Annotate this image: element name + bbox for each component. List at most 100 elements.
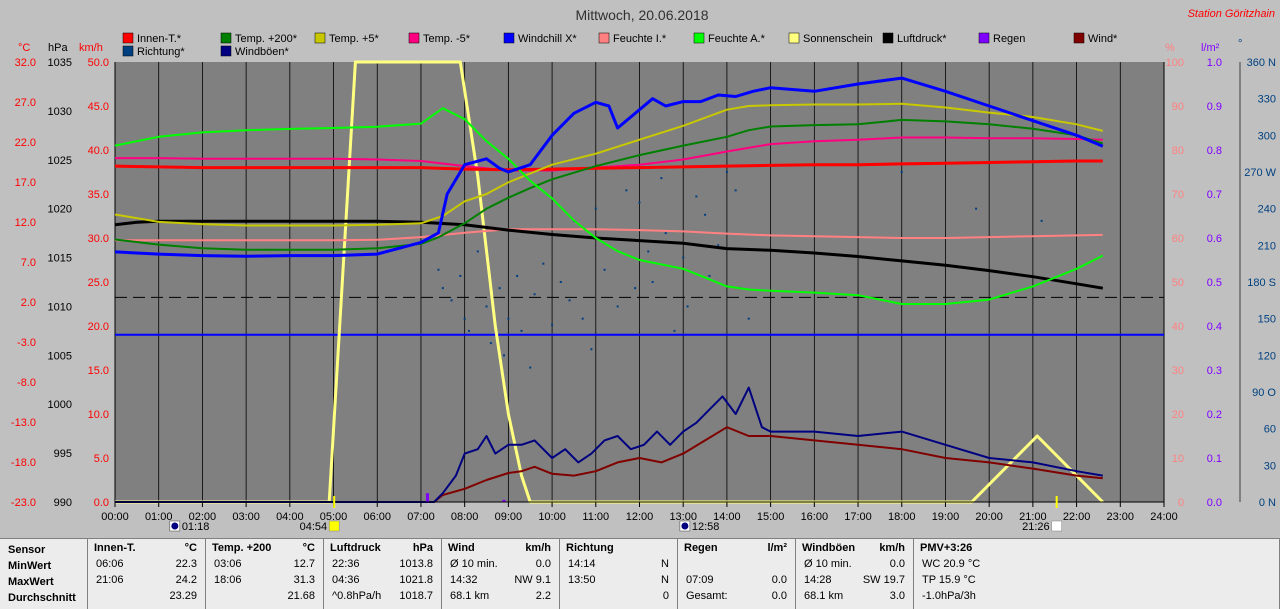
row-labels-column: Sensor MinWert MaxWert Durchschnitt	[0, 539, 88, 609]
row-label-min: MinWert	[8, 560, 52, 572]
stat-title: Windböen	[802, 542, 856, 554]
stat-min-time: Ø 10 min.	[450, 558, 498, 570]
time-label: 13:00	[669, 511, 697, 523]
stat-max-time: TP 15.9 °C	[922, 574, 976, 586]
series-line-temp-200	[114, 118, 1104, 251]
series-line-windb-en	[115, 386, 1103, 503]
stat-max-time: 07:09	[686, 574, 714, 586]
stat-max-time: 13:50	[568, 574, 596, 586]
rain-bar	[426, 493, 430, 502]
direction-tick: 0 N	[1259, 497, 1276, 509]
row-label-max: MaxWert	[8, 576, 54, 588]
stat-max-dir: SW 19.7	[862, 574, 905, 586]
stat-min-time: 03:06	[214, 558, 242, 570]
stat-max-time: 21:06	[96, 574, 124, 586]
time-label: 00:00	[101, 511, 129, 523]
temp-tick: 22.0	[15, 137, 36, 149]
time-axis: 00:00 01:00 02:00 03:00 04:00 05:00 06:00 07:00…	[101, 501, 1178, 523]
stat-max-val: 24.2	[175, 574, 197, 586]
legend-swatch	[978, 32, 990, 44]
temp-tick: -8.0	[17, 377, 36, 389]
direction-point	[682, 256, 685, 259]
stat-avg-label: Gesamt:	[686, 590, 728, 602]
event-time-label: 04:54	[300, 521, 328, 533]
direction-tick: 30	[1264, 460, 1276, 472]
direction-point	[708, 274, 711, 277]
direction-point	[695, 195, 698, 198]
stat-column: Temp. +200 °C 03:06 12.7 18:06 31.3 21.68	[206, 539, 324, 609]
stat-column: PMV+3:26 WC 20.9 °C TP 15.9 °C -1.0hPa/3h	[914, 539, 1280, 609]
row-label-sensor: Sensor	[8, 544, 46, 556]
sunrise-icon	[328, 520, 340, 532]
rain-tick: 0.6	[1207, 233, 1222, 245]
stat-min-val: N	[661, 558, 669, 570]
right-axes: 10090807060504030201001.00.90.80.70.60.5…	[1163, 57, 1277, 509]
direction-point	[489, 342, 492, 345]
stat-title: Regen	[684, 542, 718, 554]
legend-label: Wind*	[1088, 33, 1118, 45]
legend-label: Feuchte A.*	[708, 33, 766, 45]
temp-tick: -3.0	[17, 337, 36, 349]
stat-unit: °C	[302, 542, 315, 554]
left-axes: 32.0 27.0 22.0 17.0 12.0 7.0 2.0 -3.0 -8.0 -13.0 -…	[11, 57, 116, 509]
series-line-temp-5	[115, 136, 1103, 172]
stat-unit: °C	[184, 542, 197, 554]
humidity-tick: 70	[1172, 189, 1184, 201]
series-line-feuchte-a	[114, 107, 1104, 305]
stat-title: Innen-T.	[94, 542, 136, 554]
event-time-label: 01:18	[182, 521, 210, 533]
direction-point	[581, 317, 584, 320]
statistics-table: Sensor MinWert MaxWert Durchschnitt Inne…	[0, 538, 1280, 609]
stat-min-time: 22:36	[332, 558, 360, 570]
stat-min-val: 12.7	[293, 558, 315, 570]
pressure-tick: 1025	[48, 155, 72, 167]
rain-tick: 0.1	[1207, 453, 1222, 465]
moon-shape	[681, 522, 689, 530]
direction-point	[450, 299, 453, 302]
direction-point	[498, 287, 501, 290]
direction-point	[647, 250, 650, 253]
humidity-tick: 40	[1172, 321, 1184, 333]
direction-point	[516, 274, 519, 277]
stat-max-val: 1021.8	[399, 574, 433, 586]
stat-min-val: 22.3	[175, 558, 197, 570]
wind-tick: 50.0	[88, 57, 109, 69]
legend-swatch	[220, 32, 232, 44]
stat-title: Luftdruck	[330, 542, 381, 554]
direction-point	[673, 329, 676, 332]
direction-point	[664, 232, 667, 235]
legend-swatch	[220, 45, 232, 57]
temp-tick: -18.0	[11, 457, 36, 469]
stat-avg: 21.68	[287, 590, 315, 602]
pressure-tick: 995	[54, 448, 72, 460]
weather-chart: Mittwoch, 20.06.2018 Station Göritzhain …	[10, 7, 1277, 533]
time-label: 10:00	[538, 511, 566, 523]
temp-tick: -13.0	[11, 417, 36, 429]
time-label: 07:00	[407, 511, 435, 523]
time-label: 01:00	[145, 511, 173, 523]
stat-max-val: N	[661, 574, 669, 586]
stat-min-val: 0.0	[889, 558, 905, 570]
wind-tick: 15.0	[88, 365, 109, 377]
temp-tick: 7.0	[21, 257, 36, 269]
legend-label: Regen	[993, 33, 1025, 45]
direction-point	[459, 274, 462, 277]
time-label: 21:00	[1019, 511, 1047, 523]
direction-point	[559, 281, 562, 283]
series-line-wind	[115, 426, 1103, 503]
stat-min-val: 0.0	[535, 558, 551, 570]
stat-avg: 3.0	[889, 590, 905, 602]
direction-tick: 360 N	[1247, 57, 1276, 69]
rain-bars	[426, 493, 506, 502]
sunset-icon	[1051, 520, 1062, 532]
humidity-tick: 10	[1172, 453, 1184, 465]
direction-point	[1040, 219, 1043, 222]
time-label: 15:00	[757, 511, 785, 523]
direction-point	[634, 287, 637, 290]
temp-tick: 32.0	[15, 57, 36, 69]
direction-point	[551, 323, 554, 326]
stat-avg-label: 68.1 km	[804, 590, 844, 602]
direction-point	[468, 329, 471, 332]
direction-point	[704, 213, 707, 216]
direction-point	[485, 305, 488, 308]
